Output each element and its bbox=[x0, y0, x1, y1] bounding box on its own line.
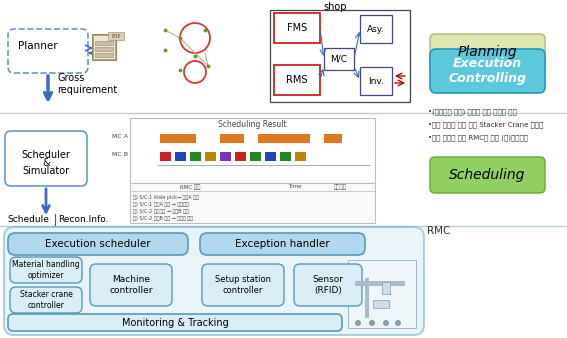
FancyBboxPatch shape bbox=[200, 233, 365, 255]
Circle shape bbox=[369, 320, 375, 326]
Circle shape bbox=[395, 320, 401, 326]
Bar bbox=[324, 134, 342, 143]
Bar bbox=[250, 152, 261, 161]
Bar bbox=[95, 41, 113, 45]
Text: MC B: MC B bbox=[112, 152, 128, 158]
FancyBboxPatch shape bbox=[430, 49, 545, 93]
Bar bbox=[160, 134, 196, 143]
Text: •예외 상황에 대한 RMC내 작업 (재)스케줄링: •예외 상황에 대한 RMC내 작업 (재)스케줄링 bbox=[428, 134, 528, 141]
Text: Planner: Planner bbox=[18, 41, 58, 51]
Bar bbox=[175, 152, 186, 161]
Text: M/C: M/C bbox=[331, 54, 348, 64]
Text: &: & bbox=[42, 158, 50, 168]
Text: RMC: RMC bbox=[427, 226, 450, 236]
Text: Simulator: Simulator bbox=[23, 166, 70, 175]
Bar bbox=[382, 282, 390, 294]
Bar bbox=[265, 152, 276, 161]
Bar bbox=[130, 183, 375, 223]
Text: MC A: MC A bbox=[112, 135, 128, 140]
Text: Monitoring & Tracking: Monitoring & Tracking bbox=[122, 317, 229, 328]
Bar bbox=[95, 53, 113, 57]
FancyBboxPatch shape bbox=[10, 257, 82, 283]
Text: 가) S/C-1 Aisle pick→ 공정A 투입: 가) S/C-1 Aisle pick→ 공정A 투입 bbox=[133, 195, 199, 200]
Bar bbox=[93, 35, 115, 59]
Bar bbox=[274, 65, 320, 95]
Bar bbox=[365, 278, 369, 318]
Bar bbox=[160, 152, 171, 161]
Text: RMS: RMS bbox=[286, 75, 308, 85]
Bar bbox=[348, 260, 416, 328]
Bar bbox=[190, 152, 201, 161]
FancyBboxPatch shape bbox=[202, 264, 284, 306]
Text: FMS: FMS bbox=[287, 23, 307, 33]
Text: Execution scheduler: Execution scheduler bbox=[45, 239, 151, 249]
Text: shop: shop bbox=[323, 2, 347, 12]
Text: •예외 상황에 대한 동적 Stacker Crane 콘트롤: •예외 상황에 대한 동적 Stacker Crane 콘트롤 bbox=[428, 121, 543, 128]
FancyBboxPatch shape bbox=[10, 287, 82, 313]
Text: Recon.Info.: Recon.Info. bbox=[58, 216, 108, 224]
Text: Scheduler: Scheduler bbox=[22, 149, 70, 160]
Text: Execution
Controlling: Execution Controlling bbox=[448, 57, 527, 85]
Bar bbox=[108, 32, 124, 40]
Bar bbox=[295, 152, 306, 161]
Bar bbox=[130, 118, 375, 183]
Text: Sensor
(RFID): Sensor (RFID) bbox=[312, 275, 344, 295]
FancyBboxPatch shape bbox=[90, 264, 172, 306]
FancyBboxPatch shape bbox=[4, 227, 424, 335]
Bar bbox=[355, 281, 405, 286]
FancyBboxPatch shape bbox=[8, 29, 88, 73]
Bar bbox=[205, 152, 216, 161]
Circle shape bbox=[383, 320, 389, 326]
Bar bbox=[373, 300, 389, 308]
Text: Gross
requirement: Gross requirement bbox=[57, 73, 117, 95]
Bar bbox=[274, 13, 320, 43]
FancyBboxPatch shape bbox=[430, 157, 545, 193]
Text: Inv.: Inv. bbox=[368, 76, 384, 86]
Text: Scheduling Result: Scheduling Result bbox=[218, 120, 287, 129]
Bar bbox=[360, 67, 392, 95]
Text: Time: Time bbox=[288, 185, 302, 190]
Text: Schedule: Schedule bbox=[7, 216, 49, 224]
Text: 투입자재: 투입자재 bbox=[333, 184, 346, 190]
FancyBboxPatch shape bbox=[8, 233, 188, 255]
FancyBboxPatch shape bbox=[8, 314, 342, 331]
FancyBboxPatch shape bbox=[294, 264, 362, 306]
Bar bbox=[95, 47, 113, 51]
FancyBboxPatch shape bbox=[5, 131, 87, 186]
Text: 나) S/C-1 공정A 완료 → 임시저장: 나) S/C-1 공정A 완료 → 임시저장 bbox=[133, 202, 189, 207]
Bar bbox=[270, 10, 410, 102]
Text: •(생산량와 다종) 최적의 작업 시퀀스 결정: •(생산량와 다종) 최적의 작업 시퀀스 결정 bbox=[428, 108, 517, 115]
Text: Machine
controller: Machine controller bbox=[109, 275, 153, 295]
Bar bbox=[280, 152, 291, 161]
Bar bbox=[258, 134, 310, 143]
Text: Exception handler: Exception handler bbox=[235, 239, 329, 249]
Text: Scheduling: Scheduling bbox=[449, 168, 526, 182]
Text: 다) S/C-2 임시저장 → 공정B 투입: 다) S/C-2 임시저장 → 공정B 투입 bbox=[133, 209, 189, 214]
Text: Setup station
controller: Setup station controller bbox=[215, 275, 271, 295]
Text: 라) S/C-2 공정B 완료 → 완제품 창고: 라) S/C-2 공정B 완료 → 완제품 창고 bbox=[133, 216, 193, 221]
Text: ERP: ERP bbox=[111, 33, 121, 39]
Text: Asy.: Asy. bbox=[367, 24, 385, 33]
Bar bbox=[220, 152, 231, 161]
Text: RMC 작업: RMC 작업 bbox=[180, 184, 200, 190]
FancyBboxPatch shape bbox=[430, 34, 545, 70]
Bar bbox=[220, 134, 244, 143]
Bar bbox=[360, 15, 392, 43]
Circle shape bbox=[355, 320, 361, 326]
Text: Planning: Planning bbox=[458, 45, 517, 59]
Bar bbox=[92, 34, 116, 60]
Text: Stacker crane
controller: Stacker crane controller bbox=[20, 290, 73, 310]
Bar bbox=[235, 152, 246, 161]
Text: Material handling
optimizer: Material handling optimizer bbox=[12, 260, 80, 280]
Bar bbox=[324, 48, 354, 70]
